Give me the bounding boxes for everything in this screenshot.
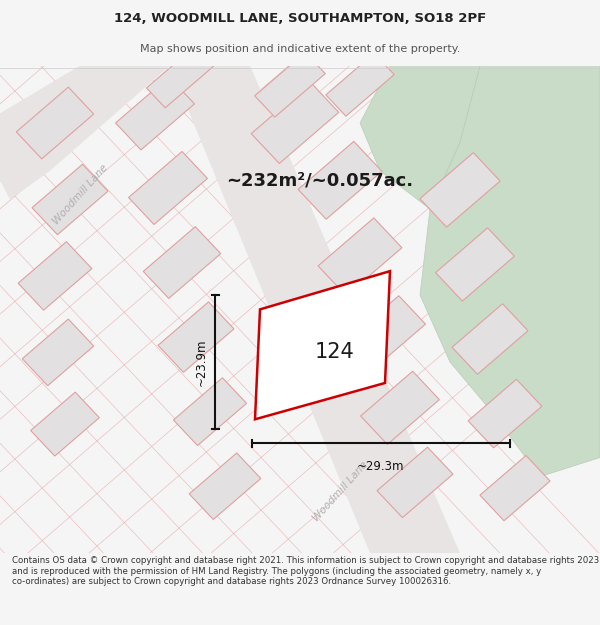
Polygon shape	[420, 152, 500, 227]
Polygon shape	[251, 82, 339, 164]
Polygon shape	[420, 66, 600, 477]
Text: Woodmill Lane: Woodmill Lane	[50, 162, 109, 226]
Polygon shape	[298, 141, 382, 219]
Polygon shape	[32, 164, 108, 235]
Text: Map shows position and indicative extent of the property.: Map shows position and indicative extent…	[140, 44, 460, 54]
Text: ~29.3m: ~29.3m	[357, 461, 405, 473]
Polygon shape	[116, 77, 194, 150]
Text: 124, WOODMILL LANE, SOUTHAMPTON, SO18 2PF: 124, WOODMILL LANE, SOUTHAMPTON, SO18 2P…	[114, 12, 486, 25]
Polygon shape	[173, 378, 247, 446]
Polygon shape	[189, 453, 261, 519]
Polygon shape	[143, 227, 221, 298]
Polygon shape	[360, 66, 480, 209]
Polygon shape	[361, 371, 439, 444]
Polygon shape	[436, 228, 514, 301]
Polygon shape	[344, 296, 425, 371]
Polygon shape	[326, 53, 394, 116]
Polygon shape	[255, 271, 390, 419]
Polygon shape	[16, 87, 94, 159]
Polygon shape	[146, 46, 214, 108]
Polygon shape	[318, 218, 402, 296]
Polygon shape	[452, 304, 528, 374]
Polygon shape	[480, 456, 550, 521]
Polygon shape	[377, 447, 453, 518]
Text: ~23.9m: ~23.9m	[194, 338, 208, 386]
Text: Contains OS data © Crown copyright and database right 2021. This information is : Contains OS data © Crown copyright and d…	[12, 556, 599, 586]
Text: Woodmill Lane: Woodmill Lane	[311, 459, 370, 523]
Polygon shape	[31, 392, 100, 456]
Polygon shape	[22, 319, 94, 386]
Polygon shape	[0, 66, 170, 199]
Text: 124: 124	[315, 342, 355, 362]
Polygon shape	[170, 66, 460, 553]
Polygon shape	[254, 52, 325, 117]
Polygon shape	[18, 242, 92, 310]
Polygon shape	[158, 302, 234, 372]
Text: ~232m²/~0.057ac.: ~232m²/~0.057ac.	[226, 171, 413, 189]
Polygon shape	[128, 151, 208, 224]
Polygon shape	[468, 379, 542, 448]
